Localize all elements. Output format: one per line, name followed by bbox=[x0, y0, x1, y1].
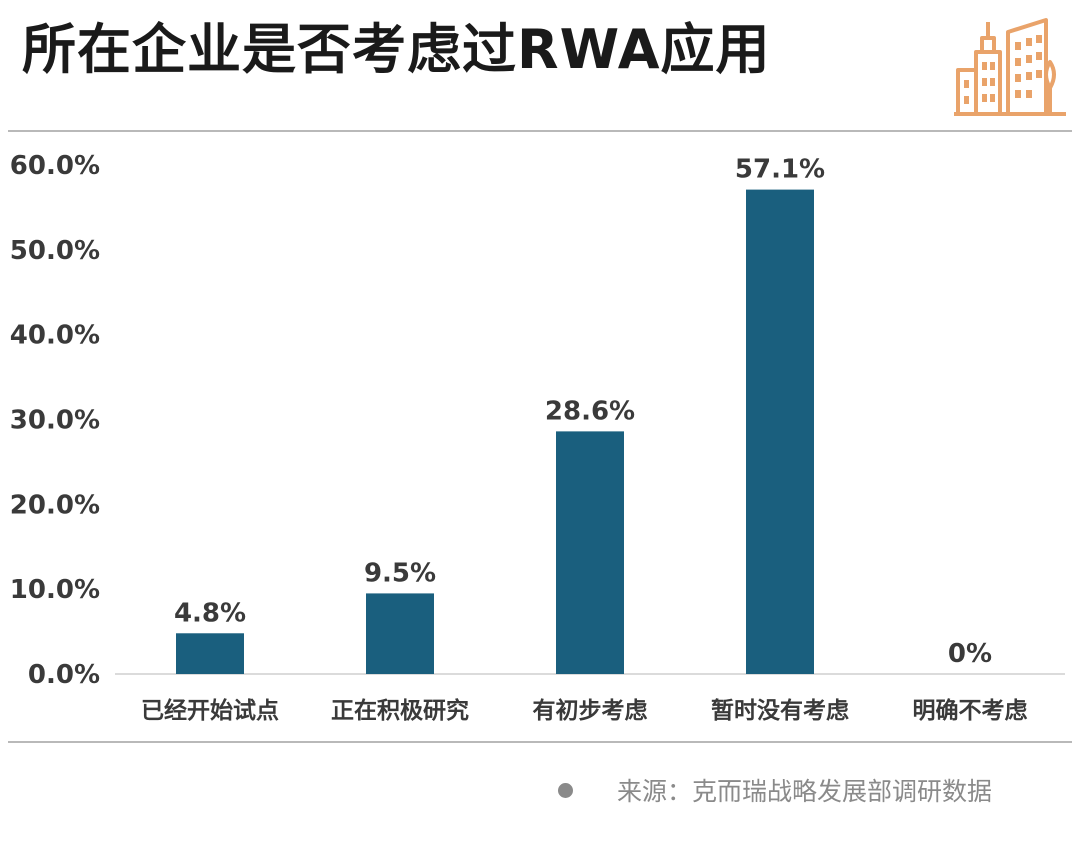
y-tick-label: 50.0% bbox=[10, 236, 100, 266]
x-tick-label: 暂时没有考虑 bbox=[711, 697, 849, 724]
x-tick-label: 明确不考虑 bbox=[913, 698, 1028, 724]
data-label: 28.6% bbox=[545, 396, 635, 426]
y-tick-label: 20.0% bbox=[10, 490, 100, 520]
y-tick-label: 10.0% bbox=[10, 575, 100, 605]
bar bbox=[556, 431, 624, 674]
bullet-icon bbox=[558, 782, 573, 798]
source-note: 来源：克而瑞战略发展部调研数据 bbox=[558, 772, 992, 808]
page-title: 所在企业是否考虑过RWA应用 bbox=[22, 18, 771, 81]
y-tick-label: 40.0% bbox=[10, 321, 100, 351]
data-label: 57.1% bbox=[735, 155, 825, 185]
y-tick-label: 60.0% bbox=[10, 151, 100, 181]
footer-divider bbox=[8, 741, 1072, 743]
x-tick-label: 正在积极研究 bbox=[331, 697, 469, 724]
data-label: 0% bbox=[948, 639, 992, 669]
x-tick-label: 有初步考虑 bbox=[533, 697, 648, 724]
data-label: 4.8% bbox=[174, 598, 246, 628]
bar-chart: 0.0% 10.0% 20.0% 30.0% 40.0% 50.0% 60.0% 4.8% 已经… bbox=[10, 151, 1065, 724]
source-text: 来源：克而瑞战略发展部调研数据 bbox=[617, 777, 993, 806]
y-tick-label: 0.0% bbox=[28, 660, 100, 690]
bar bbox=[176, 633, 244, 674]
x-tick-label: 已经开始试点 bbox=[141, 697, 279, 724]
data-label: 9.5% bbox=[364, 558, 436, 588]
bar bbox=[366, 593, 434, 674]
y-tick-label: 30.0% bbox=[10, 406, 100, 436]
building-icon bbox=[954, 18, 1066, 116]
bar bbox=[746, 189, 814, 674]
header-divider bbox=[8, 130, 1072, 132]
